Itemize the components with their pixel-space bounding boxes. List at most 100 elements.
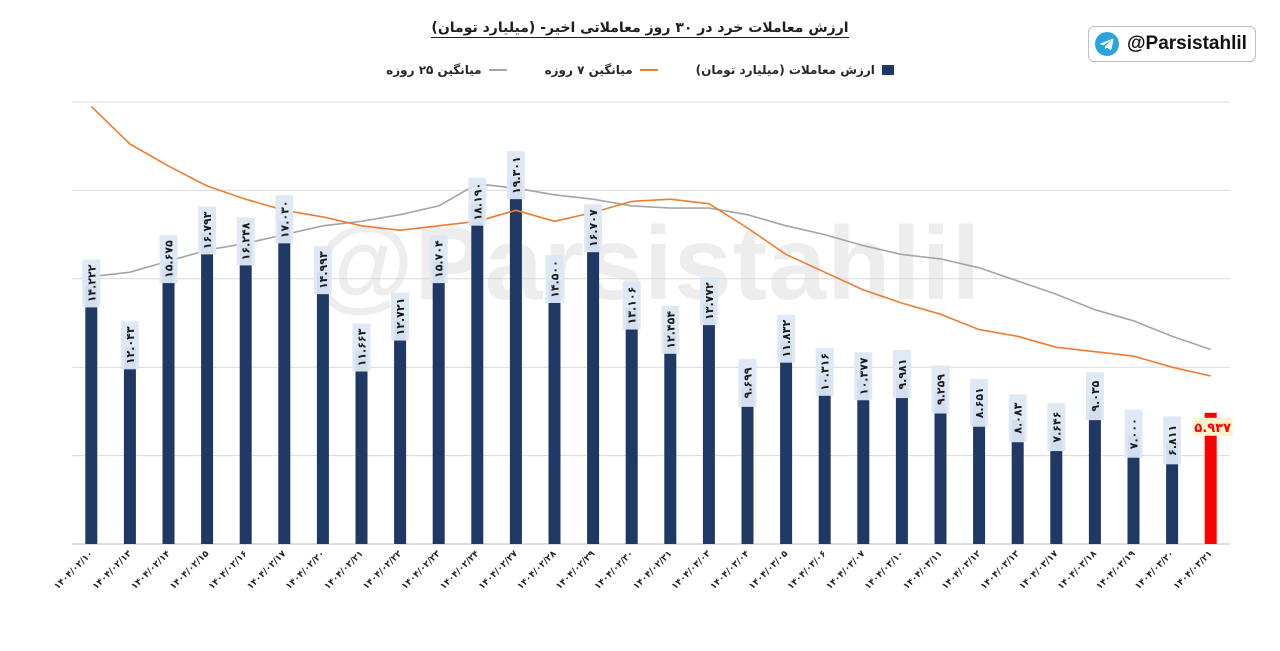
bar [85, 285, 98, 544]
data-label-bg [1124, 409, 1143, 458]
bar [1204, 412, 1217, 544]
x-tick-label: ۱۴۰۴/۰۳/۰۳ [670, 549, 713, 592]
legend-swatch-ma25 [488, 69, 507, 71]
legend-label-ma25: میانگین ۲۵ روزه [386, 63, 482, 77]
x-tick-label: ۱۴۰۴/۰۳/۱۱ [902, 549, 945, 592]
data-label-bg [699, 277, 718, 326]
chart-title-text: ارزش معاملات خرد در ۳۰ روز معاملاتی اخیر… [431, 20, 849, 38]
bar [1127, 435, 1140, 544]
data-label-bg [198, 206, 217, 255]
legend-item-ma7: میانگین ۷ روزه [545, 63, 658, 77]
bar [587, 230, 600, 544]
data-label: ۹.۹۸۱ [896, 359, 909, 390]
x-tick-label: ۱۴۰۴/۰۳/۰۶ [786, 549, 829, 592]
x-tick-label: ۱۴۰۴/۰۲/۱۴ [130, 549, 173, 592]
data-label-bg [854, 352, 873, 401]
data-label-bg [120, 321, 139, 370]
data-label-bg [506, 151, 525, 200]
data-label: ۹.۲۵۹ [935, 374, 948, 405]
bar [857, 378, 870, 544]
bar [201, 232, 214, 544]
data-label-bg [931, 365, 950, 414]
data-label: ۱۲.۷۲۱ [394, 298, 407, 336]
x-tick-label: ۱۴۰۴/۰۳/۱۲ [940, 549, 983, 592]
x-tick-label: ۱۴۰۴/۰۲/۱۵ [168, 549, 211, 592]
legend-item-ma25: میانگین ۲۵ روزه [386, 63, 507, 77]
watermark: @Parsistahlil [312, 206, 982, 322]
x-tick-label: ۱۴۰۴/۰۳/۱۹ [1095, 549, 1138, 592]
legend-label-ma7: میانگین ۷ روزه [544, 63, 633, 77]
x-tick-label: ۱۴۰۴/۰۲/۲۹ [554, 549, 597, 592]
x-tick-label: ۱۴۰۴/۰۲/۲۱ [323, 549, 366, 592]
data-label: ۱۹.۳۰۱ [510, 156, 523, 194]
x-tick-label: ۱۴۰۴/۰۳/۰۵ [747, 549, 790, 592]
x-tick-label: ۱۴۰۴/۰۳/۱۸ [1056, 549, 1099, 592]
data-label: ۱۰.۳۱۶ [819, 353, 832, 391]
data-label: ۱۴.۲۲۲ [85, 264, 98, 302]
data-label: ۶.۸۱۱ [1166, 425, 1179, 456]
data-label: ۱۵.۶۷۵ [163, 240, 176, 278]
bar [702, 303, 715, 544]
legend-swatch-ma7 [639, 69, 658, 71]
data-label: ۱۲.۴۵۴ [664, 311, 677, 349]
data-label-bg [1008, 394, 1027, 443]
legend-label-value: ارزش معاملات (میلیارد تومان) [695, 63, 875, 77]
bar [432, 261, 445, 544]
bar [1088, 398, 1101, 544]
data-label: ۱۶.۷۹۳ [201, 211, 214, 249]
data-label: ۱۱.۸۳۲ [780, 320, 793, 358]
x-tick-label: ۱۴۰۴/۰۲/۲۴ [439, 549, 482, 592]
bar [123, 347, 136, 544]
x-tick-label: ۱۴۰۴/۰۳/۲۱ [1172, 549, 1215, 592]
data-label: ۸.۰۸۳ [1012, 402, 1025, 433]
x-tick-label: ۱۴۰۴/۰۲/۲۰ [284, 549, 327, 592]
data-label: ۱۳.۱۰۶ [626, 287, 639, 325]
bar [471, 203, 484, 544]
data-label-bg [738, 358, 757, 407]
data-label: ۱۵.۷۰۴ [433, 240, 446, 278]
x-tick-label: ۱۴۰۴/۰۳/۲۰ [1133, 549, 1176, 592]
bar [934, 391, 947, 544]
data-label-bg [545, 255, 564, 304]
data-label: ۱۲.۰۴۳ [124, 326, 137, 364]
x-tick-label: ۱۴۰۴/۰۳/۱۰ [863, 549, 906, 592]
data-label-bg [815, 347, 834, 396]
chart-title: ارزش معاملات خرد در ۳۰ روز معاملاتی اخیر… [0, 20, 1280, 38]
brand-handle: @Parsistahlil [1127, 33, 1247, 54]
data-label-bg [1085, 372, 1104, 421]
bar [780, 340, 793, 544]
x-tick-label: ۱۴۰۴/۰۳/۱۷ [1018, 549, 1061, 592]
bar [355, 349, 368, 544]
data-label-bg [584, 204, 603, 253]
series-line-ma25 [91, 183, 1211, 351]
data-label-bg [661, 305, 680, 354]
series-line-ma7 [90, 105, 1211, 377]
data-label-bg [468, 177, 487, 226]
data-label-bg [352, 323, 371, 372]
bar [664, 331, 677, 544]
brand-badge[interactable]: @Parsistahlil [1088, 26, 1256, 62]
data-label-bg [313, 246, 332, 295]
x-tick-label: ۱۴۰۴/۰۲/۱۶ [207, 549, 250, 592]
data-label: ۱۸.۱۹۰ [471, 183, 484, 221]
data-label-bg [1047, 403, 1066, 452]
x-tick-label: ۱۴۰۴/۰۲/۱۷ [246, 549, 289, 592]
x-tick-label: ۱۴۰۴/۰۳/۰۷ [825, 549, 868, 592]
legend: ارزش معاملات (میلیارد تومان) میانگین ۷ ر… [0, 63, 1280, 77]
data-label: ۱۰.۳۷۷ [857, 357, 870, 395]
data-label: ۱۶.۲۴۸ [240, 222, 253, 260]
data-label: ۷.۰۰۰ [1128, 418, 1141, 449]
bar [625, 307, 638, 544]
bar [278, 221, 291, 544]
x-tick-label: ۱۴۰۴/۰۲/۱۳ [91, 549, 134, 592]
data-label-bg [777, 314, 796, 363]
data-label-bg [275, 195, 294, 244]
data-label: ۱۱.۶۶۳ [356, 328, 369, 366]
data-label-bg [236, 217, 255, 266]
bar [1166, 442, 1179, 544]
x-tick-label: ۱۴۰۴/۰۲/۲۷ [477, 549, 520, 592]
legend-swatch-bar [881, 65, 894, 75]
x-tick-label: ۱۴۰۴/۰۳/۱۳ [979, 549, 1022, 592]
x-tick-label: ۱۴۰۴/۰۲/۳۱ [632, 549, 675, 592]
